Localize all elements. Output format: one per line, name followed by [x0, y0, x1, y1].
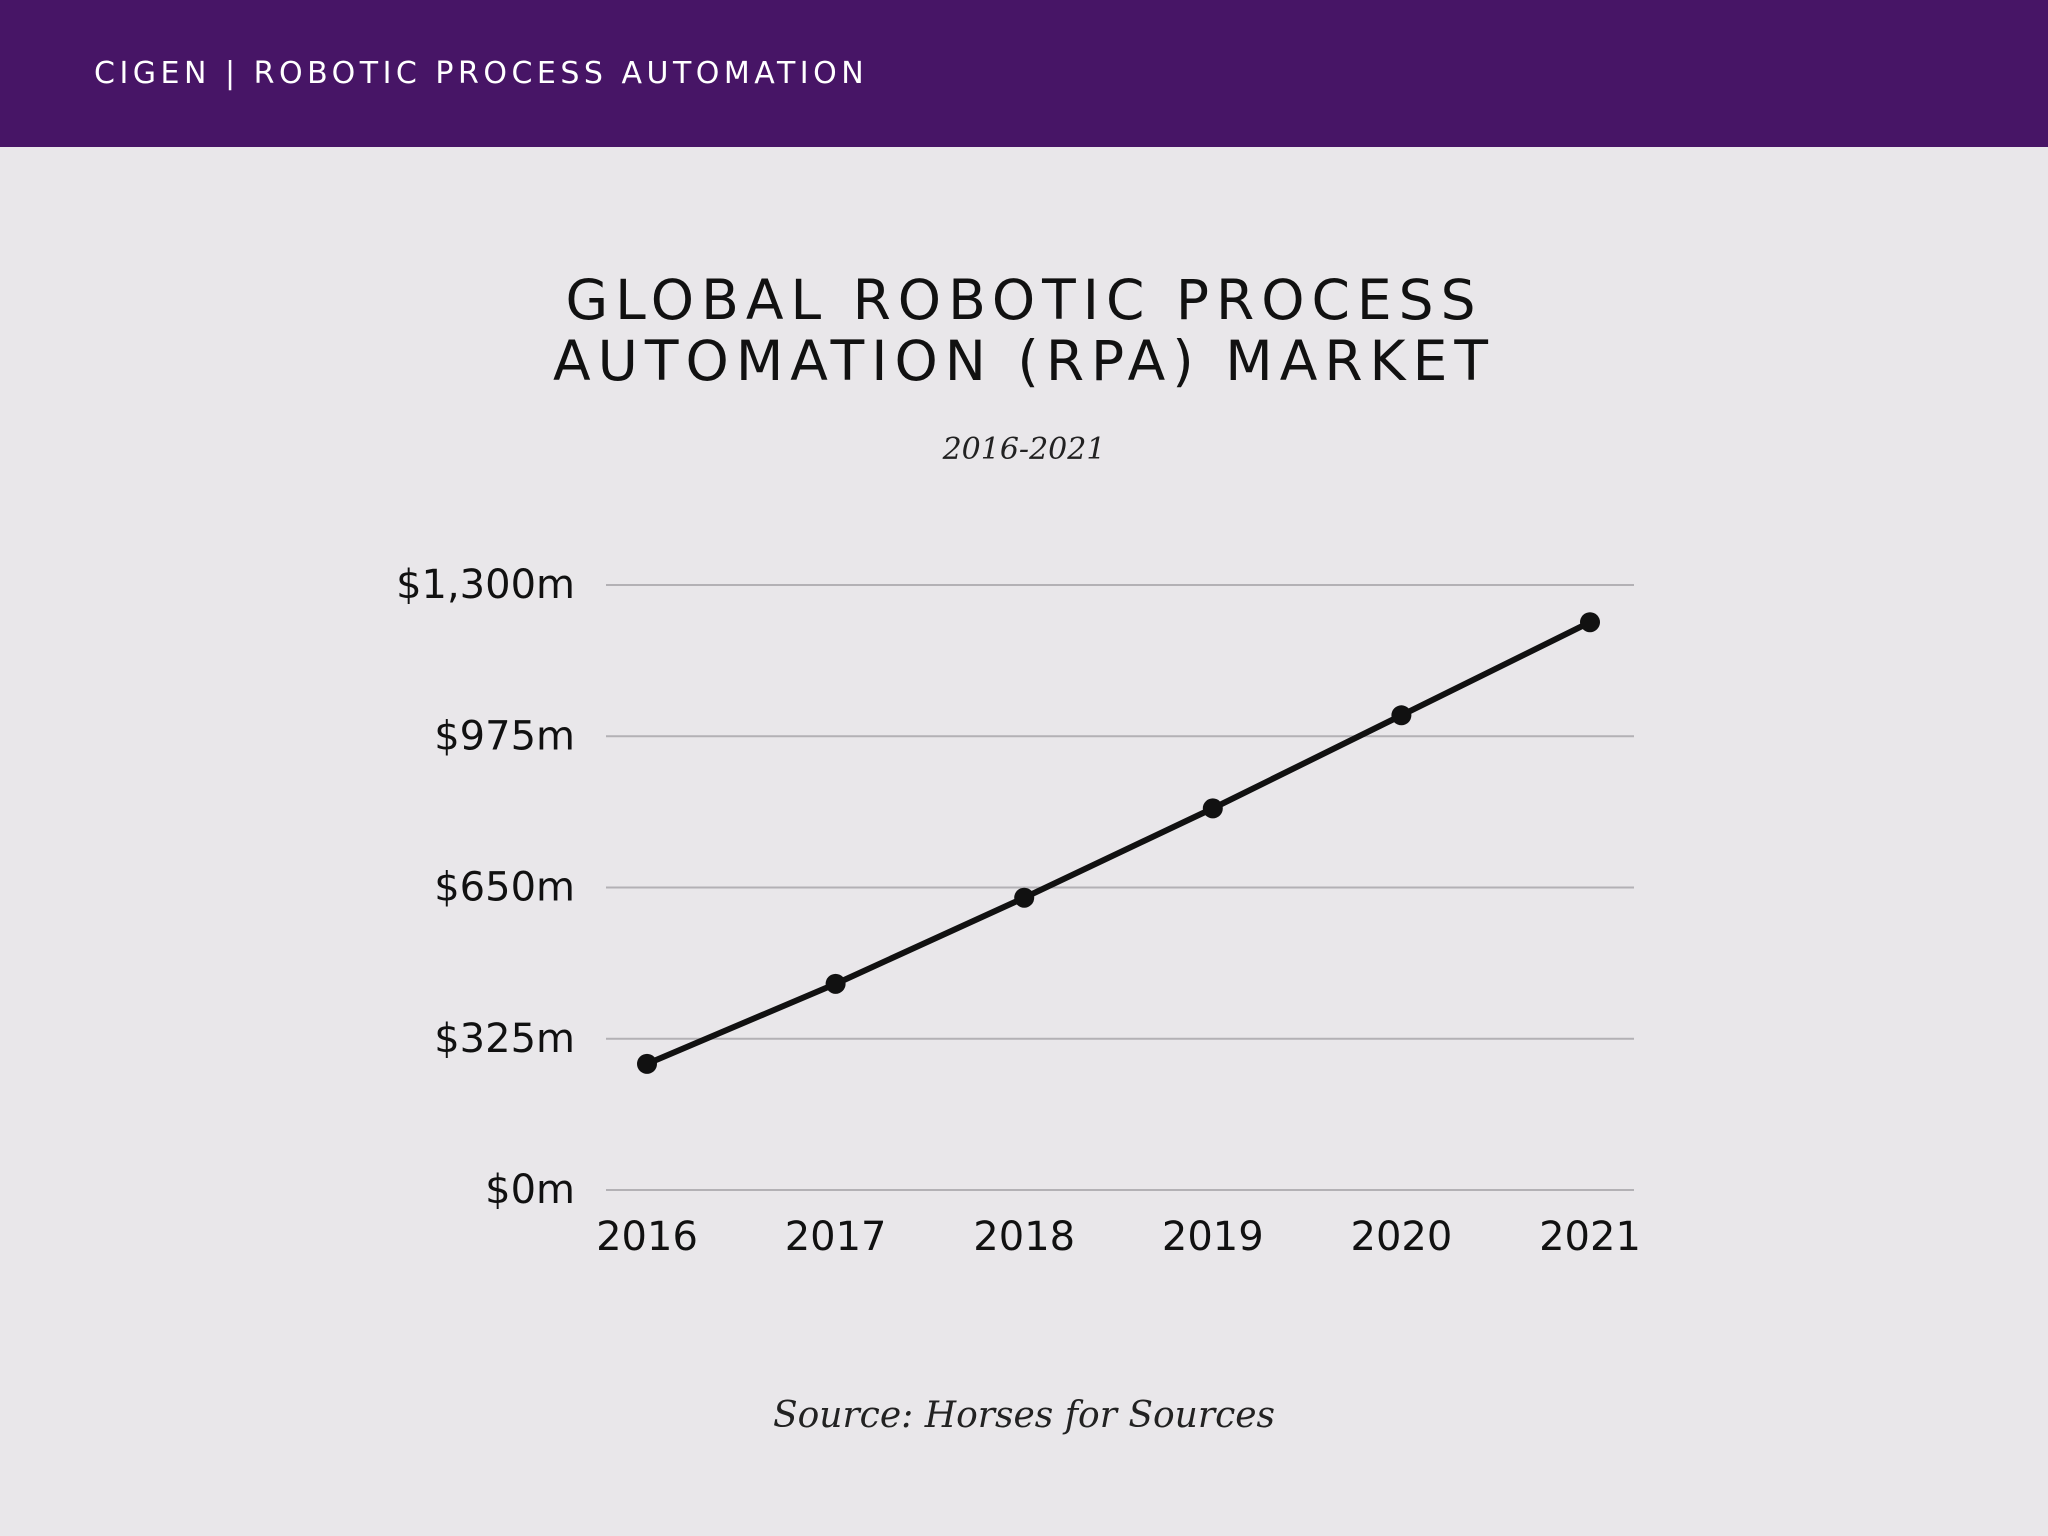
chart-title-line-1: GLOBAL ROBOTIC PROCESS [565, 268, 1483, 332]
y-tick-label: $1,300m [396, 562, 575, 608]
x-tick-label: 2021 [1539, 1214, 1641, 1260]
series-layer [637, 612, 1600, 1074]
y-tick-label: $0m [485, 1167, 575, 1213]
data-point [825, 973, 846, 994]
y-axis-tick-labels: $0m $325m $650m $975m $1,300m [396, 562, 575, 1213]
x-tick-label: 2016 [596, 1214, 698, 1260]
y-tick-label: $975m [434, 713, 575, 759]
x-tick-label: 2019 [1162, 1214, 1264, 1260]
data-point [1391, 705, 1412, 726]
data-point [1014, 887, 1035, 908]
x-tick-label: 2017 [785, 1214, 887, 1260]
y-tick-label: $325m [434, 1016, 575, 1062]
y-tick-label: $650m [434, 865, 575, 911]
header-title: CIGEN | ROBOTIC PROCESS AUTOMATION [94, 56, 869, 91]
gridlines [606, 584, 1634, 1191]
header-bar: CIGEN | ROBOTIC PROCESS AUTOMATION [0, 0, 2048, 147]
chart-title: GLOBAL ROBOTIC PROCESS AUTOMATION (RPA) … [0, 270, 2048, 392]
data-point [1202, 798, 1223, 819]
data-point [637, 1053, 657, 1074]
x-axis-tick-labels: 2016 2017 2018 2019 2020 2021 [596, 1214, 1641, 1260]
source-note: Source: Horses for Sources [772, 1395, 1276, 1436]
chart-subtitle: 2016-2021 [942, 432, 1106, 467]
data-point [1580, 612, 1600, 633]
series-line [644, 619, 1593, 1067]
x-tick-label: 2020 [1351, 1214, 1453, 1260]
chart-title-line-2: AUTOMATION (RPA) MARKET [553, 329, 1495, 393]
x-tick-label: 2018 [973, 1214, 1075, 1260]
